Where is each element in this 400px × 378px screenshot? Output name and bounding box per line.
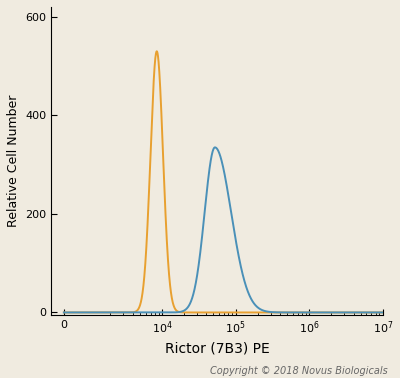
Text: Copyright © 2018 Novus Biologicals: Copyright © 2018 Novus Biologicals: [210, 366, 388, 376]
Y-axis label: Relative Cell Number: Relative Cell Number: [7, 95, 20, 227]
X-axis label: Rictor (7B3) PE: Rictor (7B3) PE: [165, 342, 270, 356]
